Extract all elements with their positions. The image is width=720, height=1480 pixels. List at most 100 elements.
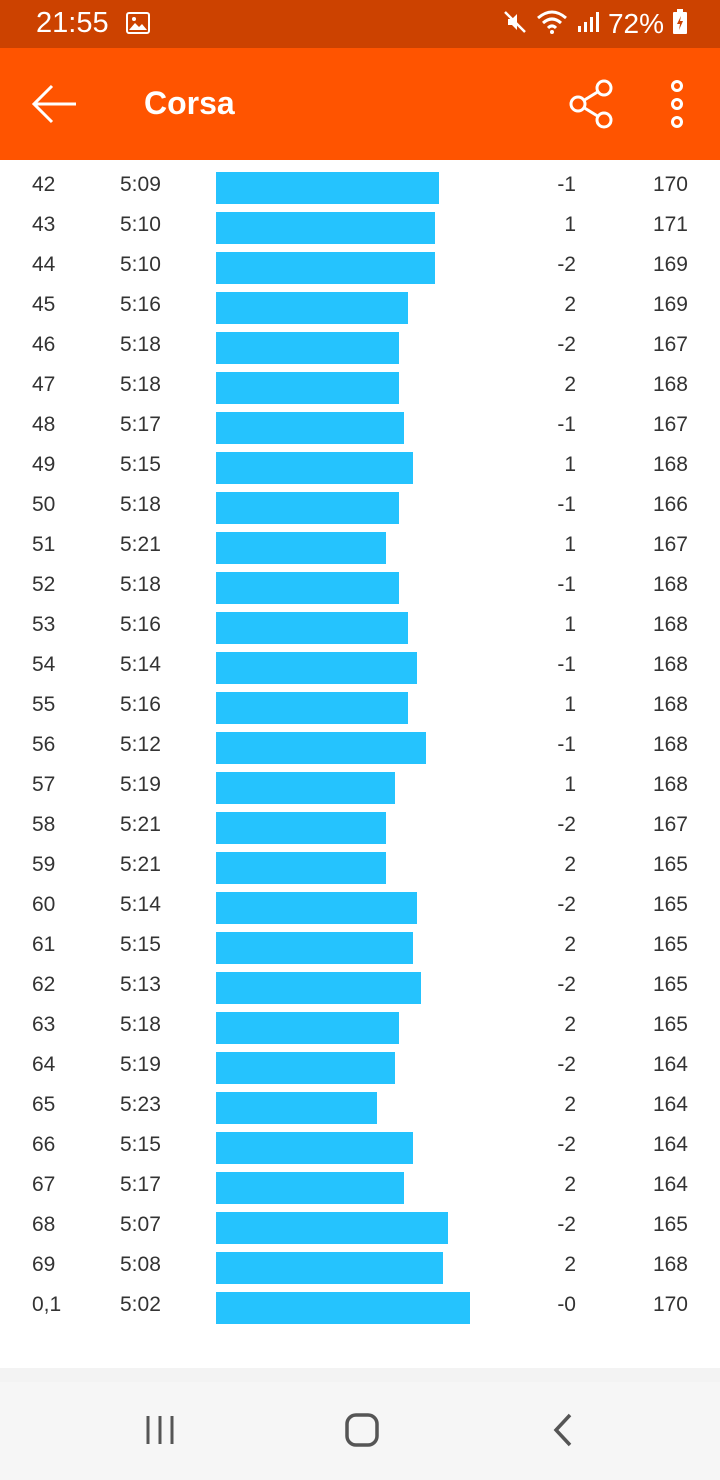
split-pace: 5:21 — [120, 813, 161, 836]
split-row[interactable]: 65 5:23 2 164 — [0, 1084, 720, 1124]
split-km: 55 — [32, 693, 56, 716]
split-elevation: -2 — [557, 813, 576, 836]
pace-bar — [216, 932, 413, 964]
split-km: 52 — [32, 573, 56, 596]
split-pace: 5:17 — [120, 413, 161, 436]
pace-bar — [216, 532, 386, 564]
pace-bar — [216, 172, 439, 204]
split-heart-rate: 168 — [652, 1253, 688, 1276]
status-time: 21:55 — [36, 7, 109, 39]
battery-icon — [672, 8, 688, 40]
split-pace: 5:09 — [120, 173, 161, 196]
split-heart-rate: 167 — [652, 813, 688, 836]
split-elevation: -2 — [557, 253, 576, 276]
split-heart-rate: 170 — [652, 1293, 688, 1316]
split-row[interactable]: 60 5:14 -2 165 — [0, 884, 720, 924]
status-bar: 21:55 — [0, 0, 720, 48]
split-elevation: 1 — [564, 773, 576, 796]
split-heart-rate: 167 — [652, 533, 688, 556]
split-row[interactable]: 42 5:09 -1 170 — [0, 164, 720, 204]
split-km: 42 — [32, 173, 56, 196]
split-pace: 5:07 — [120, 1213, 161, 1236]
split-pace: 5:14 — [120, 653, 161, 676]
split-pace: 5:10 — [120, 253, 161, 276]
split-elevation: -1 — [557, 733, 576, 756]
home-button[interactable] — [342, 1410, 382, 1450]
split-row[interactable]: 62 5:13 -2 165 — [0, 964, 720, 1004]
split-row[interactable]: 50 5:18 -1 166 — [0, 484, 720, 524]
split-row[interactable]: 64 5:19 -2 164 — [0, 1044, 720, 1084]
split-heart-rate: 168 — [652, 573, 688, 596]
system-nav-bar — [0, 1382, 720, 1480]
split-elevation: -0 — [557, 1293, 576, 1316]
split-row[interactable]: 53 5:16 1 168 — [0, 604, 720, 644]
split-heart-rate: 168 — [652, 773, 688, 796]
split-km: 54 — [32, 653, 56, 676]
pace-bar — [216, 492, 399, 524]
pace-bar — [216, 452, 413, 484]
split-row[interactable]: 51 5:21 1 167 — [0, 524, 720, 564]
split-heart-rate: 165 — [652, 1013, 688, 1036]
split-km: 61 — [32, 933, 56, 956]
split-row[interactable]: 58 5:21 -2 167 — [0, 804, 720, 844]
split-pace: 5:15 — [120, 1133, 161, 1156]
split-pace: 5:23 — [120, 1093, 161, 1116]
pace-bar — [216, 412, 404, 444]
image-icon — [126, 12, 150, 39]
split-pace: 5:17 — [120, 1173, 161, 1196]
split-row[interactable]: 48 5:17 -1 167 — [0, 404, 720, 444]
split-elevation: -1 — [557, 493, 576, 516]
split-elevation: -2 — [557, 973, 576, 996]
split-elevation: -2 — [557, 1133, 576, 1156]
split-row[interactable]: 0,1 5:02 -0 170 — [0, 1284, 720, 1324]
pace-bar — [216, 612, 408, 644]
split-row[interactable]: 57 5:19 1 168 — [0, 764, 720, 804]
split-km: 44 — [32, 253, 56, 276]
status-icons: 72% — [502, 6, 688, 42]
split-heart-rate: 167 — [652, 333, 688, 356]
pace-bar — [216, 852, 386, 884]
split-row[interactable]: 54 5:14 -1 168 — [0, 644, 720, 684]
pace-bar — [216, 252, 435, 284]
split-heart-rate: 168 — [652, 733, 688, 756]
split-row[interactable]: 56 5:12 -1 168 — [0, 724, 720, 764]
split-pace: 5:18 — [120, 373, 161, 396]
split-row[interactable]: 49 5:15 1 168 — [0, 444, 720, 484]
split-row[interactable]: 63 5:18 2 165 — [0, 1004, 720, 1044]
split-km: 48 — [32, 413, 56, 436]
split-row[interactable]: 46 5:18 -2 167 — [0, 324, 720, 364]
split-heart-rate: 169 — [652, 293, 688, 316]
split-heart-rate: 170 — [652, 173, 688, 196]
split-row[interactable]: 43 5:10 1 171 — [0, 204, 720, 244]
back-button[interactable] — [30, 81, 80, 127]
mute-icon — [502, 9, 528, 40]
divider — [0, 1368, 720, 1382]
split-row[interactable]: 68 5:07 -2 165 — [0, 1204, 720, 1244]
pace-bar — [216, 1012, 399, 1044]
split-pace: 5:16 — [120, 693, 161, 716]
more-options-button[interactable] — [662, 78, 692, 130]
split-row[interactable]: 47 5:18 2 168 — [0, 364, 720, 404]
split-row[interactable]: 52 5:18 -1 168 — [0, 564, 720, 604]
pace-bar — [216, 1132, 413, 1164]
split-row[interactable]: 66 5:15 -2 164 — [0, 1124, 720, 1164]
recent-apps-button[interactable] — [140, 1410, 180, 1450]
share-button[interactable] — [566, 78, 618, 130]
split-row[interactable]: 61 5:15 2 165 — [0, 924, 720, 964]
split-elevation: -1 — [557, 653, 576, 676]
pace-bar — [216, 1052, 395, 1084]
split-km: 45 — [32, 293, 56, 316]
nav-back-button[interactable] — [544, 1410, 584, 1450]
split-row[interactable]: 45 5:16 2 169 — [0, 284, 720, 324]
split-row[interactable]: 44 5:10 -2 169 — [0, 244, 720, 284]
split-row[interactable]: 67 5:17 2 164 — [0, 1164, 720, 1204]
split-km: 0,1 — [32, 1293, 62, 1316]
split-row[interactable]: 59 5:21 2 165 — [0, 844, 720, 884]
pace-bar — [216, 212, 435, 244]
pace-bar — [216, 1212, 448, 1244]
split-row[interactable]: 55 5:16 1 168 — [0, 684, 720, 724]
split-row[interactable]: 69 5:08 2 168 — [0, 1244, 720, 1284]
splits-list[interactable]: 42 5:09 -1 170 43 5:10 1 171 44 5:10 -2 169 45 5:16 2 1… — [0, 160, 720, 1368]
split-elevation: -2 — [557, 333, 576, 356]
split-km: 47 — [32, 373, 56, 396]
